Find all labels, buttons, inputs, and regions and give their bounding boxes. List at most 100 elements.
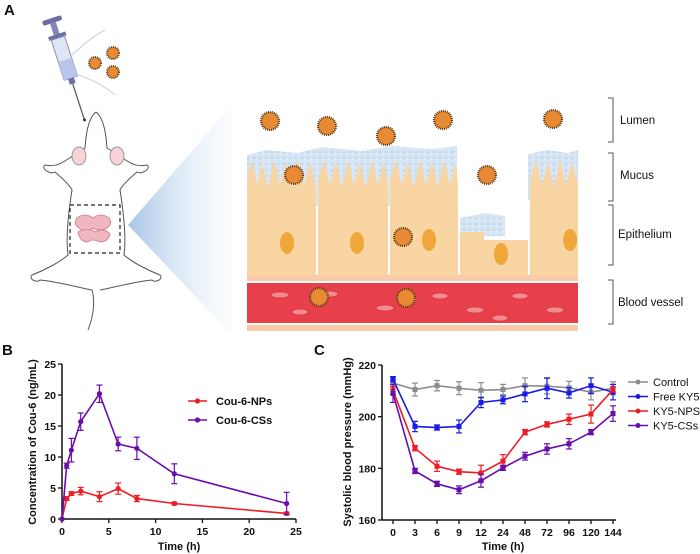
data-point (171, 500, 177, 507)
y-tick-label: 20 (44, 390, 56, 402)
data-point (96, 494, 103, 500)
data-point (134, 445, 140, 451)
chart-c-ylabel: Systolic blood pressure (mmHg) (342, 357, 354, 527)
panel-label-b: B (2, 342, 13, 359)
data-point (566, 416, 572, 422)
x-tick-label: 144 (604, 527, 622, 539)
x-tick-label: 5 (106, 526, 112, 538)
layer-label-mucus: Mucus (620, 170, 654, 182)
panel-label-c: C (314, 342, 325, 359)
data-point (522, 453, 528, 459)
zoom-beam (128, 105, 232, 335)
series-ky5-nps (390, 385, 616, 482)
data-point (500, 465, 506, 471)
y-tick-label: 180 (358, 463, 376, 475)
mouse-illustration (30, 111, 162, 331)
data-point (566, 390, 572, 396)
data-point (412, 468, 418, 474)
data-point (115, 441, 121, 447)
data-point (284, 500, 290, 507)
chart-c-xlabel: Time (h) (482, 541, 525, 553)
y-tick-label: 200 (358, 412, 376, 424)
panel-label-a: A (4, 2, 15, 19)
x-tick-label: 3 (412, 527, 418, 539)
x-tick-label: 20 (243, 526, 255, 538)
layer-label-epithelium: Epithelium (618, 229, 672, 241)
y-tick-label: 25 (44, 359, 56, 371)
chart-b-ylabel: Concentration of Cou-6 (ng/mL) (27, 359, 39, 525)
legend-marker (635, 394, 641, 399)
layer-label-blood-vessel: Blood vessel (618, 297, 683, 309)
layer-label-lumen: Lumen (620, 115, 655, 127)
x-tick-label: 96 (563, 527, 575, 539)
data-point (68, 490, 74, 497)
data-point (522, 429, 528, 435)
data-point (64, 495, 70, 502)
x-tick-label: 25 (290, 526, 302, 538)
data-point (522, 391, 528, 397)
data-point (171, 471, 177, 477)
y-tick-label: 15 (44, 421, 56, 433)
x-tick-label: 9 (456, 527, 462, 539)
x-tick-label: 24 (497, 527, 509, 539)
legend-label: KY5-NPS (653, 406, 700, 418)
data-point (390, 390, 396, 396)
data-point (456, 385, 462, 391)
data-point (434, 383, 440, 389)
legend-marker (635, 423, 641, 428)
x-tick-label: 6 (434, 527, 440, 539)
data-point (478, 387, 484, 393)
data-point (412, 423, 418, 429)
epithelium-layer (247, 160, 578, 275)
legend-label: Free KY5 (653, 392, 699, 404)
data-point (390, 376, 396, 382)
legend-marker (194, 417, 201, 423)
data-point (588, 429, 594, 435)
y-tick-label: 220 (358, 360, 376, 372)
data-point (588, 383, 594, 389)
intestine-icon (75, 214, 111, 243)
syringe-icon (42, 15, 86, 122)
x-tick-label: 12 (475, 527, 487, 539)
data-point (412, 387, 418, 393)
x-tick-label: 0 (59, 526, 65, 538)
tissue-diagram: Lumen Mucus Epithelium Blood vessel (247, 97, 683, 331)
data-point (59, 516, 65, 522)
data-point (500, 397, 506, 403)
illustration-panel-a: Lumen Mucus Epithelium Blood vessel (30, 15, 683, 335)
legend-label: Cou-6-NPs (216, 396, 272, 408)
series-line (61, 392, 287, 520)
series-cou-6-nps (59, 482, 290, 522)
legend-marker (635, 408, 641, 414)
cell-nucleus (280, 229, 577, 265)
data-point (456, 423, 462, 429)
legend-marker (635, 379, 641, 385)
data-point (78, 419, 84, 425)
nanoparticle-cluster (88, 46, 120, 79)
data-point (478, 399, 484, 405)
data-point (115, 486, 121, 492)
data-point (500, 387, 506, 393)
data-point (610, 387, 616, 393)
data-point (412, 445, 418, 451)
data-point (434, 463, 440, 469)
data-point (456, 469, 462, 475)
data-point (544, 421, 550, 427)
x-tick-label: 48 (519, 527, 531, 539)
data-point (390, 380, 396, 386)
chart-c: 160 180 200 220 0 3 6 9 12 24 48 72 96 120 144 Control… (342, 357, 700, 553)
data-point (96, 391, 103, 397)
data-point (64, 463, 70, 469)
x-tick-label: 72 (541, 527, 553, 539)
legend-marker (194, 398, 201, 404)
series-line (392, 393, 614, 491)
data-point (544, 446, 550, 452)
data-point (134, 495, 140, 502)
data-point (610, 411, 616, 417)
y-tick-label: 160 (358, 515, 376, 527)
data-point (434, 425, 440, 431)
data-point (500, 458, 506, 464)
data-point (588, 411, 594, 417)
y-tick-label: 0 (50, 514, 56, 526)
data-point (68, 447, 74, 453)
